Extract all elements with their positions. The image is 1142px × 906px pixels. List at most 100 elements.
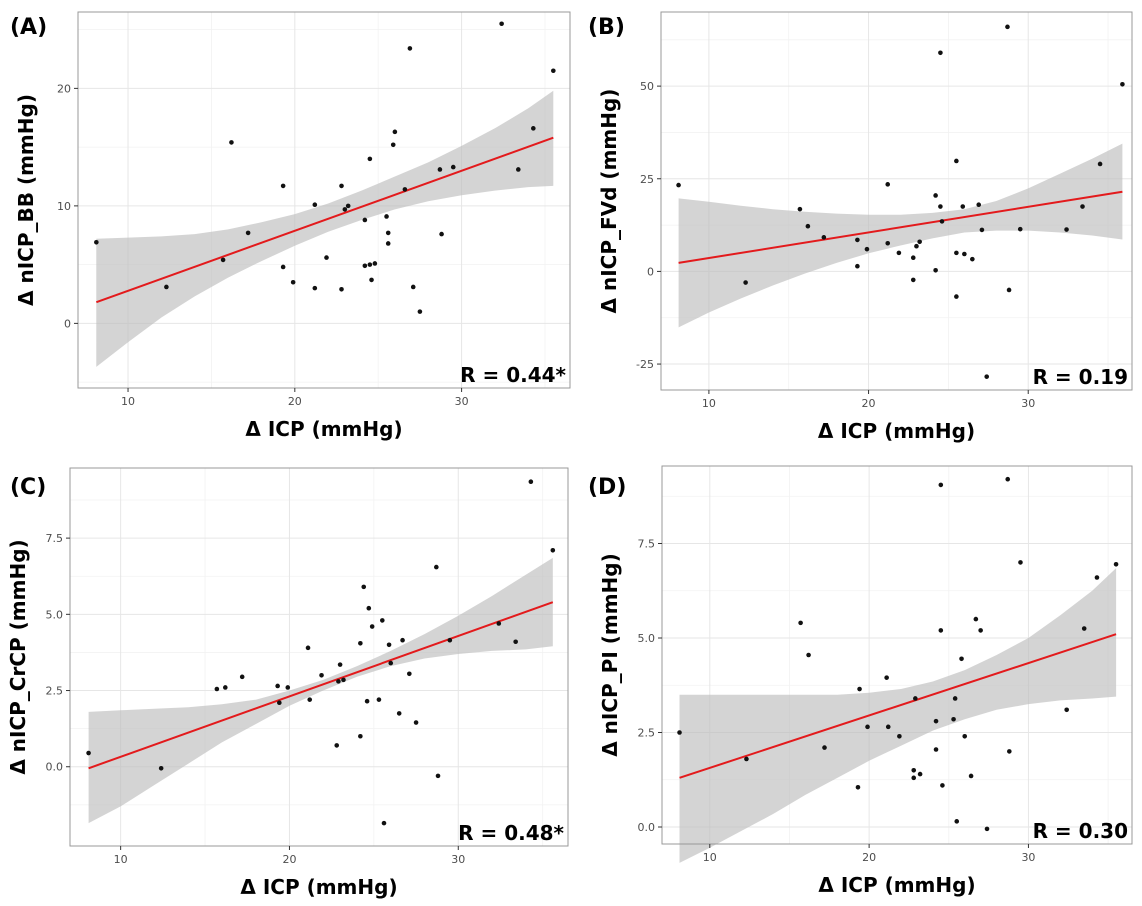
data-point: [1113, 561, 1119, 567]
data-point: [384, 214, 389, 219]
x-tick-label: 20: [862, 851, 876, 864]
data-point: [954, 294, 959, 299]
data-point: [229, 140, 234, 145]
data-point: [435, 773, 441, 779]
panel-tag: (B): [588, 15, 625, 40]
data-point: [864, 246, 870, 252]
data-point: [1018, 560, 1023, 565]
data-point: [939, 219, 945, 224]
data-point: [515, 167, 521, 172]
data-point: [806, 652, 811, 658]
x-axis-title: Δ ICP (mmHg): [818, 873, 975, 897]
regression-line: [96, 136, 554, 304]
y-tick-label: 0.0: [638, 821, 656, 834]
data-point: [164, 284, 169, 290]
panel-tag: (D): [588, 475, 626, 500]
data-point: [911, 775, 917, 781]
data-point: [551, 68, 556, 74]
data-point: [933, 718, 939, 724]
data-point: [285, 685, 291, 690]
x-tick-label: 10: [121, 395, 135, 408]
data-point: [345, 203, 351, 209]
correlation-label: R = 0.30: [1033, 819, 1128, 843]
data-point: [798, 620, 803, 626]
data-point: [984, 826, 990, 832]
data-point: [954, 158, 959, 164]
correlation-label: R = 0.19: [1033, 365, 1128, 389]
panel-a: 10 20 30 0 10 20 Δ ICP (mmHg) Δ nICP_BB (mmHg) (…: [10, 11, 571, 441]
data-point: [531, 126, 536, 131]
y-tick-label: 5.0: [46, 608, 64, 621]
data-point: [434, 564, 439, 570]
data-point: [865, 724, 870, 730]
data-point: [366, 605, 372, 611]
data-point: [380, 618, 385, 623]
data-point: [676, 182, 681, 188]
confidence-band: [96, 90, 554, 367]
data-point: [797, 206, 803, 212]
x-tick-label: 10: [702, 397, 716, 410]
x-tick-label: 10: [703, 851, 717, 864]
data-point: [369, 624, 375, 629]
y-tick-label: 5.0: [638, 632, 656, 645]
data-point: [938, 628, 944, 633]
data-point: [917, 771, 923, 777]
data-point: [910, 255, 916, 260]
data-point: [960, 204, 966, 209]
plot-background: [78, 12, 570, 388]
correlation-label: R = 0.44*: [460, 363, 566, 387]
data-point: [911, 767, 917, 773]
y-tick-label: 10: [57, 200, 71, 213]
y-axis-title: Δ nICP_PI (mmHg): [598, 553, 622, 757]
data-point: [885, 724, 891, 730]
panel-tag: (A): [10, 15, 47, 40]
data-point: [392, 129, 398, 135]
data-point: [312, 285, 318, 291]
data-point: [239, 674, 245, 680]
data-point: [743, 280, 748, 285]
x-tick-label: 10: [114, 853, 128, 866]
data-point: [410, 284, 416, 290]
data-point: [390, 142, 396, 148]
panel-b: 10 20 30 -25 0 25 50 Δ ICP (mmHg) Δ nICP_FVd (mm…: [588, 11, 1133, 443]
data-point: [385, 241, 391, 246]
data-point: [855, 785, 861, 790]
x-axis-title: Δ ICP (mmHg): [240, 875, 397, 899]
data-point: [938, 204, 943, 209]
data-point: [342, 207, 348, 212]
data-point: [396, 711, 402, 716]
data-point: [917, 239, 922, 245]
data-point: [407, 46, 413, 51]
data-point: [954, 250, 959, 256]
data-point: [290, 279, 296, 285]
data-point: [358, 640, 363, 646]
data-point: [277, 700, 282, 706]
data-point: [275, 683, 280, 689]
data-point: [677, 730, 682, 735]
data-point: [407, 671, 412, 677]
data-point: [1064, 227, 1069, 232]
data-point: [913, 696, 918, 701]
data-point: [857, 686, 862, 692]
data-point: [364, 698, 370, 704]
data-point: [951, 716, 956, 722]
data-point: [1017, 226, 1023, 232]
x-axis-title: Δ ICP (mmHg): [818, 419, 975, 443]
y-axis-title: Δ nICP_CrCP (mmHg): [6, 539, 30, 774]
data-point: [307, 697, 313, 702]
x-tick-label: 30: [1021, 851, 1035, 864]
data-point: [914, 243, 919, 249]
y-tick-label: 2.5: [638, 726, 656, 739]
data-point: [336, 679, 341, 684]
data-point: [1080, 204, 1085, 209]
data-point: [358, 733, 363, 739]
regression-line: [679, 633, 1117, 779]
data-point: [367, 262, 373, 267]
x-tick-label: 20: [862, 397, 876, 410]
data-point: [413, 720, 419, 725]
y-tick-label: 20: [57, 82, 71, 95]
data-point: [885, 240, 891, 246]
data-point: [362, 217, 368, 223]
data-point: [402, 187, 408, 192]
